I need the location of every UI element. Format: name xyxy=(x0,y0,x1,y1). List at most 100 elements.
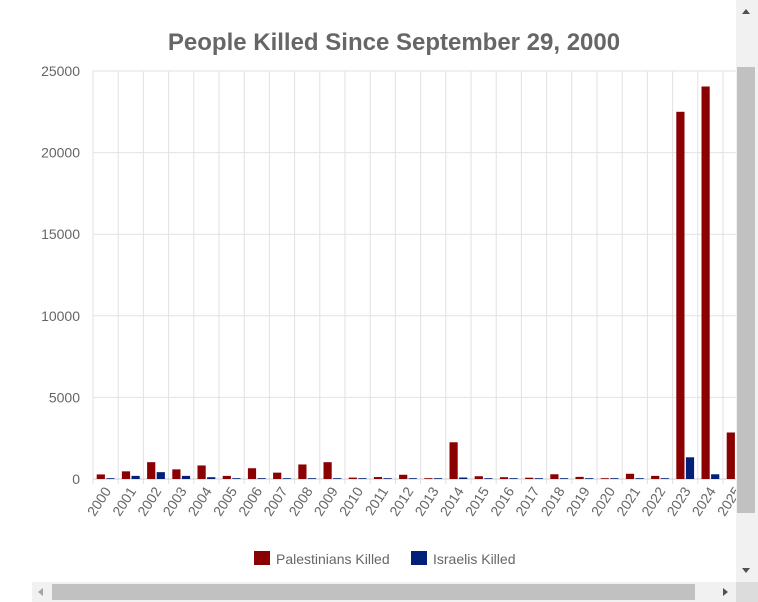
bar-palestinians-2019[interactable] xyxy=(575,476,584,479)
bar-palestinians-2005[interactable] xyxy=(222,475,231,479)
bar-israelis-2022[interactable] xyxy=(660,478,669,479)
bar-israelis-2001[interactable] xyxy=(131,475,140,479)
x-tick-label: 2001 xyxy=(109,484,139,519)
bar-israelis-2017[interactable] xyxy=(534,478,543,479)
bar-israelis-2014[interactable] xyxy=(459,477,468,479)
legend: Palestinians Killed Israelis Killed xyxy=(254,551,515,567)
scrollbar-corner xyxy=(736,582,758,602)
bar-palestinians-2021[interactable] xyxy=(625,473,635,479)
x-axis-ticks: 2000200120022003200420052006200720082009… xyxy=(84,484,736,519)
x-tick-label: 2017 xyxy=(512,484,542,519)
x-tick-label: 2016 xyxy=(487,484,517,519)
x-tick-label: 2018 xyxy=(537,484,567,519)
bar-chart: People Killed Since September 29, 2000 0… xyxy=(41,29,736,567)
bar-israelis-2015[interactable] xyxy=(484,478,493,479)
y-tick-label: 25000 xyxy=(41,63,80,79)
chart-title: People Killed Since September 29, 2000 xyxy=(168,29,620,56)
bar-palestinians-2001[interactable] xyxy=(121,471,131,479)
bar-palestinians-2025[interactable] xyxy=(726,432,735,479)
x-tick-label: 2015 xyxy=(462,484,492,519)
bar-israelis-2009[interactable] xyxy=(333,478,342,479)
y-tick-label: 5000 xyxy=(49,389,80,405)
bar-israelis-2002[interactable] xyxy=(156,472,165,479)
horizontal-scrollbar[interactable] xyxy=(32,582,736,602)
bar-palestinians-2007[interactable] xyxy=(273,472,282,479)
bars xyxy=(96,86,735,480)
bar-israelis-2005[interactable] xyxy=(232,478,241,479)
legend-swatch-israelis[interactable] xyxy=(411,551,427,565)
bar-israelis-2011[interactable] xyxy=(383,478,392,479)
bar-israelis-2024[interactable] xyxy=(711,474,720,479)
bar-israelis-2000[interactable] xyxy=(106,478,115,479)
bar-palestinians-2011[interactable] xyxy=(373,477,383,479)
x-tick-label: 2008 xyxy=(285,484,315,519)
x-tick-label: 2014 xyxy=(437,484,467,519)
x-tick-label: 2025 xyxy=(714,484,736,519)
y-axis-ticks: 0 5000 10000 15000 20000 25000 xyxy=(41,63,80,487)
bar-israelis-2004[interactable] xyxy=(207,477,216,479)
bar-palestinians-2014[interactable] xyxy=(449,442,458,479)
bar-palestinians-2010[interactable] xyxy=(348,477,357,479)
bar-israelis-2021[interactable] xyxy=(635,478,644,479)
bar-israelis-2006[interactable] xyxy=(257,478,266,479)
scroll-right-arrow-icon[interactable] xyxy=(716,582,736,602)
x-tick-label: 2024 xyxy=(689,484,719,519)
x-tick-label: 2007 xyxy=(260,484,290,519)
bar-israelis-2007[interactable] xyxy=(282,478,291,479)
x-tick-label: 2011 xyxy=(361,484,391,518)
x-tick-label: 2005 xyxy=(210,484,240,519)
bar-palestinians-2022[interactable] xyxy=(651,475,660,479)
bar-palestinians-2023[interactable] xyxy=(676,111,685,480)
bar-palestinians-2003[interactable] xyxy=(172,469,181,479)
bar-israelis-2016[interactable] xyxy=(509,478,518,479)
gridlines xyxy=(92,70,736,484)
legend-label-israelis[interactable]: Israelis Killed xyxy=(433,551,515,567)
x-tick-label: 2003 xyxy=(159,484,189,519)
scroll-up-arrow-icon[interactable] xyxy=(736,0,758,22)
x-tick-label: 2010 xyxy=(336,484,366,519)
legend-swatch-palestinians[interactable] xyxy=(254,551,270,565)
x-tick-label: 2013 xyxy=(411,484,441,519)
bar-palestinians-2009[interactable] xyxy=(323,462,332,479)
x-tick-label: 2004 xyxy=(185,484,215,519)
x-tick-label: 2019 xyxy=(563,484,593,519)
bar-palestinians-2015[interactable] xyxy=(474,476,483,479)
bar-palestinians-2013[interactable] xyxy=(424,478,433,479)
x-tick-label: 2012 xyxy=(386,484,416,519)
y-tick-label: 10000 xyxy=(41,308,80,324)
y-tick-label: 0 xyxy=(72,471,80,487)
bar-israelis-2010[interactable] xyxy=(358,478,367,479)
bar-israelis-2023[interactable] xyxy=(685,457,695,479)
x-tick-label: 2006 xyxy=(235,484,265,519)
x-tick-label: 2002 xyxy=(134,484,164,519)
vertical-scroll-thumb[interactable] xyxy=(737,67,755,513)
bar-palestinians-2000[interactable] xyxy=(96,474,105,479)
bar-palestinians-2018[interactable] xyxy=(550,474,559,479)
bar-palestinians-2008[interactable] xyxy=(298,464,307,479)
bar-israelis-2018[interactable] xyxy=(559,478,569,479)
bar-israelis-2012[interactable] xyxy=(408,478,417,479)
legend-label-palestinians[interactable]: Palestinians Killed xyxy=(276,551,390,567)
horizontal-scroll-thumb[interactable] xyxy=(52,584,695,600)
bar-israelis-2003[interactable] xyxy=(181,475,191,479)
bar-palestinians-2017[interactable] xyxy=(525,477,534,479)
bar-palestinians-2012[interactable] xyxy=(399,474,408,479)
bar-palestinians-2002[interactable] xyxy=(147,462,156,479)
x-tick-label: 2023 xyxy=(663,484,693,519)
bar-israelis-2019[interactable] xyxy=(585,478,594,479)
bar-palestinians-2024[interactable] xyxy=(701,86,710,479)
x-tick-label: 2021 xyxy=(613,484,643,519)
bar-israelis-2020[interactable] xyxy=(610,478,619,479)
scroll-down-arrow-icon[interactable] xyxy=(736,560,758,582)
bar-palestinians-2004[interactable] xyxy=(197,465,206,479)
bar-palestinians-2016[interactable] xyxy=(499,477,509,479)
bar-israelis-2008[interactable] xyxy=(307,478,317,479)
x-tick-label: 2009 xyxy=(311,484,341,519)
vertical-scrollbar[interactable] xyxy=(736,0,758,582)
chart-area: People Killed Since September 29, 2000 0… xyxy=(41,29,736,567)
bar-palestinians-2006[interactable] xyxy=(247,468,257,479)
y-tick-label: 20000 xyxy=(41,145,80,161)
bar-palestinians-2020[interactable] xyxy=(600,478,609,479)
bar-israelis-2013[interactable] xyxy=(433,478,443,479)
scroll-left-arrow-icon[interactable] xyxy=(32,582,50,602)
